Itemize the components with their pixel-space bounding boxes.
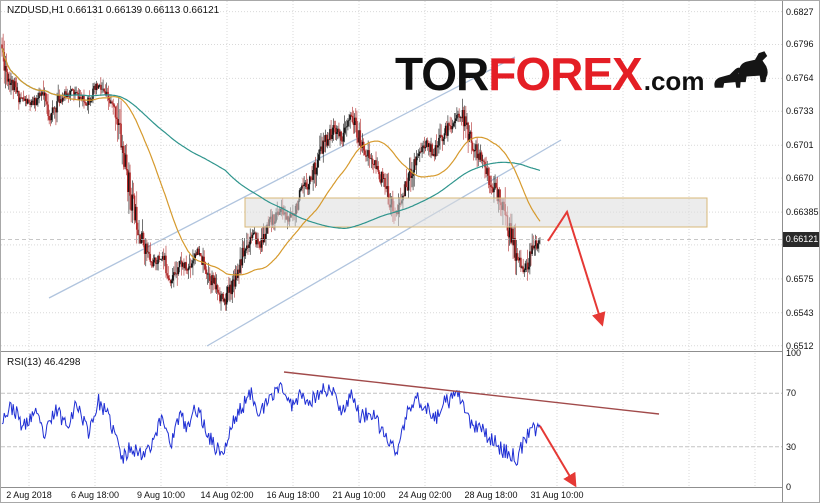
price-axis-label: 0.6575 xyxy=(786,274,814,284)
rsi-axis-label: 100 xyxy=(786,348,802,358)
price-axis-label: 0.6796 xyxy=(786,39,814,49)
price-axis-label: 0.6670 xyxy=(786,173,814,183)
axis-separator xyxy=(782,1,783,502)
logo-text-com: .com xyxy=(643,66,705,96)
price-axis-label: 0.6827 xyxy=(786,7,814,17)
rsi-axis-label: 30 xyxy=(786,442,797,452)
panel-separator xyxy=(1,351,819,352)
price-axis-label: 0.6764 xyxy=(786,73,814,83)
date-label: 6 Aug 18:00 xyxy=(70,490,120,500)
symbol-ohlc-label: NZDUSD,H1 0.66131 0.66139 0.66113 0.6612… xyxy=(7,5,220,16)
sma-slow xyxy=(1,48,541,229)
price-axis-label: 0.6733 xyxy=(786,106,814,116)
logo-text-forex: FOREX xyxy=(488,48,642,100)
current-price-badge: 0.66121 xyxy=(783,232,819,247)
bull-bear-icon xyxy=(714,51,769,88)
price-axis-label: 0.6512 xyxy=(786,341,814,351)
rsi-canvas[interactable] xyxy=(1,353,783,487)
rsi-axis-label: 70 xyxy=(786,388,797,398)
rsi-indicator-label: RSI(13) 46.4298 xyxy=(7,357,81,368)
logo-text-tor: TOR xyxy=(395,48,489,100)
price-axis-label: 0.6543 xyxy=(786,308,814,318)
rsi-line xyxy=(1,381,541,467)
date-label: 31 Aug 10:00 xyxy=(530,490,584,500)
panel-separator xyxy=(1,487,819,488)
rsi-trendline xyxy=(283,371,660,415)
date-label: 21 Aug 10:00 xyxy=(332,490,386,500)
watermark-logo: TOR FOREX .com xyxy=(395,51,770,97)
price-axis-label: 0.6701 xyxy=(786,140,814,150)
date-label: 9 Aug 10:00 xyxy=(136,490,186,500)
resistance-zone xyxy=(244,197,708,228)
price-axis-label: 0.66385 xyxy=(786,207,819,217)
time-axis[interactable]: 2 Aug 2018 6 Aug 18:00 9 Aug 10:00 14 Aug 0… xyxy=(1,488,783,502)
date-label: 28 Aug 18:00 xyxy=(464,490,518,500)
candles xyxy=(1,33,541,311)
date-label: 24 Aug 02:00 xyxy=(398,490,452,500)
sma-fast xyxy=(1,48,541,276)
date-label: 16 Aug 18:00 xyxy=(266,490,320,500)
price-axis[interactable]: 0.6827 0.6796 0.6764 0.6733 0.6701 0.6670 0.66… xyxy=(783,1,819,502)
date-label: 2 Aug 2018 xyxy=(6,490,52,500)
main-chart-canvas[interactable] xyxy=(1,1,783,351)
rsi-axis-label: 0 xyxy=(786,482,792,492)
date-label: 14 Aug 02:00 xyxy=(200,490,254,500)
